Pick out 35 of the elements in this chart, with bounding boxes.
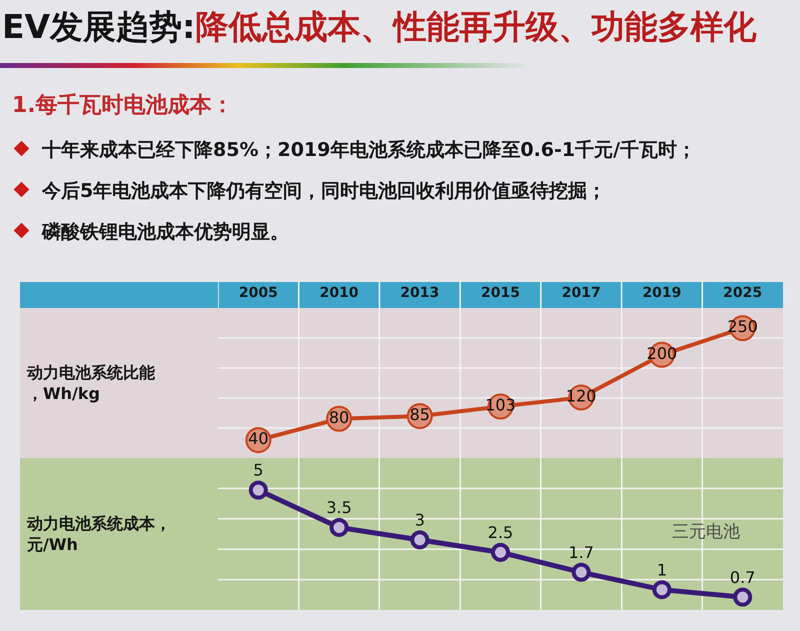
data-label: 3 — [414, 510, 425, 530]
data-label: 0.7 — [730, 568, 756, 587]
y-axis-title: 动力电池系统成本，元/Wh — [27, 513, 172, 555]
data-label: 40 — [248, 429, 269, 448]
x-tick-label: 2015 — [481, 285, 520, 302]
text: 今后5年电池成本下降仍有空间，同时电池回收利用价值亟待挖掘； — [42, 180, 606, 202]
data-label: 103 — [485, 396, 516, 415]
point — [491, 542, 510, 562]
data-label: 120 — [566, 386, 596, 406]
x-tick-label: 2010 — [320, 285, 359, 302]
text: 十年来成本已经下降85%；2019年电池系统成本已降至0.6-1千元/千瓦时； — [42, 139, 696, 161]
x-tick-label: 2005 — [238, 285, 278, 302]
point — [330, 518, 349, 537]
x-tick-label: 2019 — [642, 285, 682, 302]
point — [572, 562, 591, 582]
point — [652, 580, 672, 600]
data-label: 85 — [410, 405, 430, 424]
data-label: 3.5 — [326, 498, 352, 518]
point — [248, 480, 268, 500]
data-label: 1.7 — [568, 542, 594, 562]
chart-subtitle: 1.每千瓦时电池成本： — [12, 92, 234, 120]
text: 磷酸铁锂电池成本优势明显。 — [42, 221, 289, 243]
x-tick-label: 2013 — [400, 285, 440, 302]
point — [410, 530, 430, 550]
data-label: 2.5 — [488, 522, 514, 542]
point — [733, 588, 752, 607]
data-label: 80 — [328, 408, 350, 427]
data-label: 1 — [656, 560, 668, 580]
data-label: 250 — [727, 317, 758, 336]
x-tick-label: 2025 — [723, 285, 762, 302]
chart-title: EV发展趋势:降低总成本、性能再升级、功能多样化 — [2, 7, 756, 46]
data-label: 200 — [646, 344, 678, 363]
y-axis-title: 动力电池系统比能，Wh/kg — [27, 362, 156, 404]
x-tick-label: 2017 — [562, 285, 601, 302]
data-label: 5 — [253, 460, 264, 480]
